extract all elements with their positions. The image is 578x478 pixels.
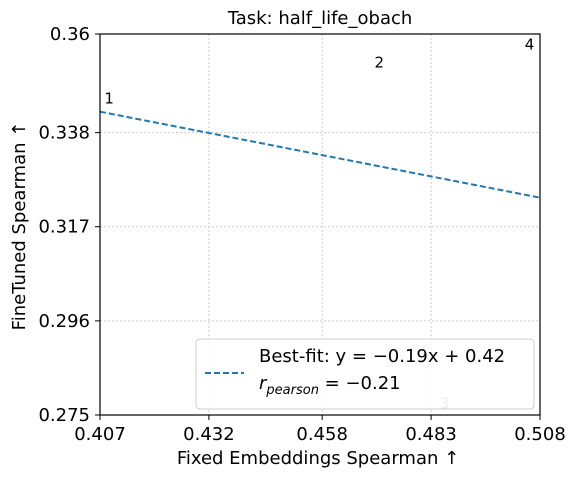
legend-pearson-label: rpearson = −0.21	[259, 373, 401, 398]
y-axis: 0.275 0.296 0.317 0.338 0.36	[38, 24, 100, 426]
legend: Best-fit: y = −0.19x + 0.42 rpearson = −…	[195, 338, 535, 410]
y-tick-label: 0.275	[38, 405, 90, 426]
x-tick-label: 0.508	[514, 424, 566, 445]
x-tick-label: 0.483	[405, 424, 457, 445]
point-label-4: 4	[525, 36, 535, 54]
x-tick-label: 0.458	[296, 424, 348, 445]
y-tick-label: 0.317	[38, 217, 90, 238]
point-label-2: 2	[374, 54, 384, 72]
y-tick-label: 0.338	[38, 123, 90, 144]
x-tick-label: 0.432	[183, 424, 235, 445]
x-axis-label: Fixed Embeddings Spearman ↑	[177, 448, 459, 469]
y-axis-label: FineTuned Spearman ↑	[9, 122, 30, 331]
y-tick-label: 0.296	[38, 311, 90, 332]
best-fit-line	[99, 110, 541, 199]
legend-box	[195, 338, 535, 410]
x-axis: 0.407 0.432 0.458 0.483 0.508	[74, 415, 566, 445]
y-tick-label: 0.36	[50, 24, 90, 45]
chart-title: Task: half_life_obach	[227, 8, 413, 29]
legend-fit-label: Best-fit: y = −0.19x + 0.42	[259, 346, 505, 367]
point-label-1: 1	[104, 89, 114, 107]
plot-frame	[99, 33, 541, 416]
x-tick-label: 0.407	[74, 424, 126, 445]
fit-layer	[99, 110, 541, 199]
